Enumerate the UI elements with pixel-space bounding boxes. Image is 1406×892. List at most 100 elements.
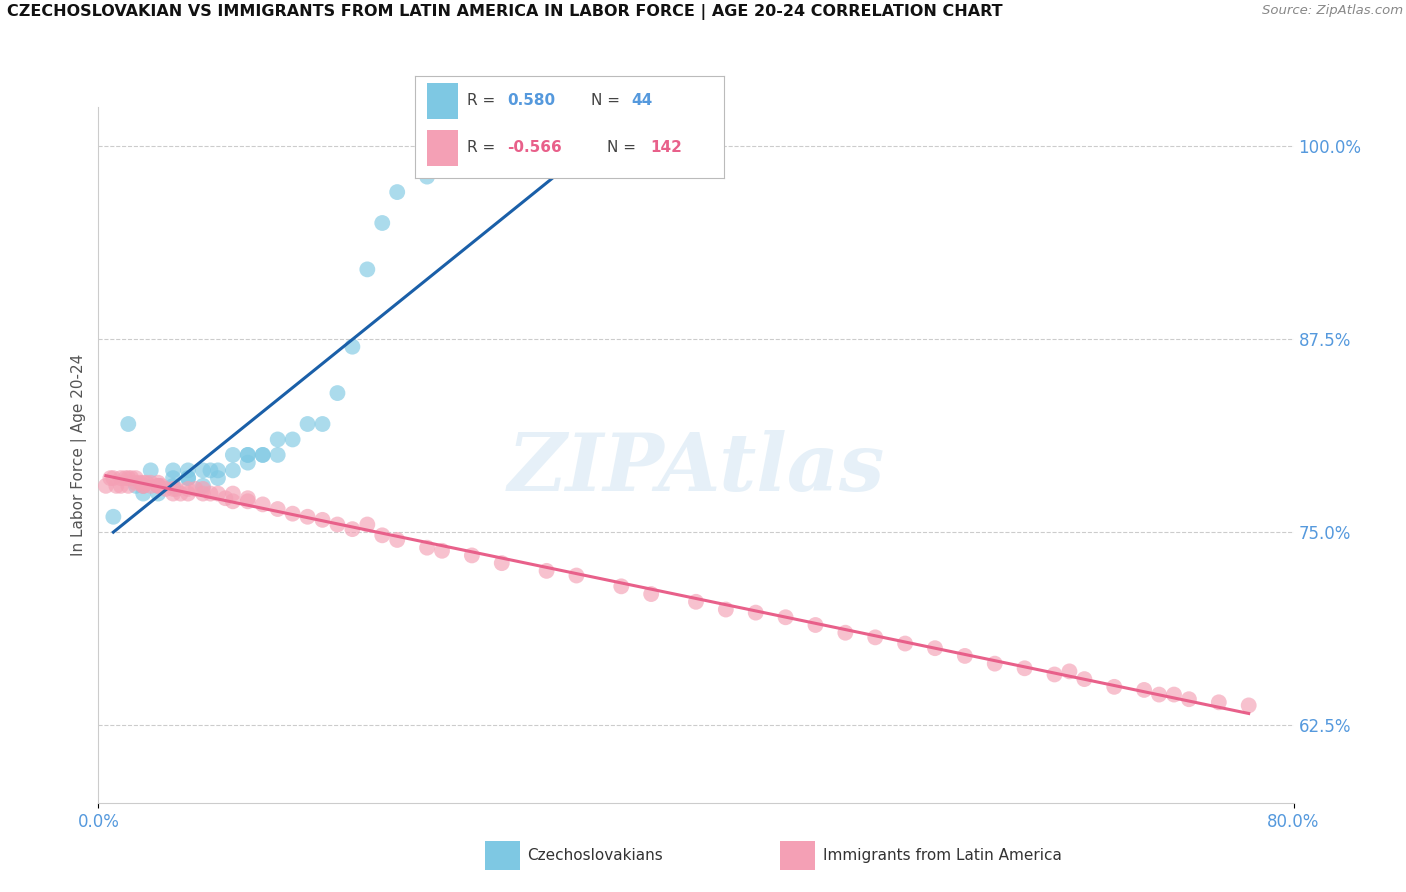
Point bbox=[103, 471, 125, 485]
Point bbox=[581, 154, 603, 169]
Point bbox=[267, 502, 290, 516]
Point bbox=[1043, 667, 1066, 681]
Point bbox=[162, 471, 184, 485]
Point bbox=[236, 491, 259, 506]
Point bbox=[148, 475, 170, 490]
Bar bbox=[427, 130, 458, 166]
Point bbox=[148, 479, 170, 493]
Point bbox=[132, 479, 155, 493]
Point bbox=[565, 568, 588, 582]
Point bbox=[356, 262, 378, 277]
Point bbox=[714, 602, 737, 616]
Point bbox=[894, 636, 917, 650]
Point bbox=[385, 185, 409, 199]
Text: 142: 142 bbox=[650, 140, 682, 155]
Point bbox=[200, 463, 222, 477]
Point bbox=[207, 463, 229, 477]
Point bbox=[385, 533, 409, 547]
Bar bbox=[427, 83, 458, 119]
Point bbox=[416, 169, 439, 184]
Point bbox=[924, 641, 946, 656]
Point bbox=[416, 541, 439, 555]
Point bbox=[297, 509, 319, 524]
Point bbox=[162, 486, 184, 500]
Point bbox=[342, 522, 364, 536]
Point bbox=[536, 564, 558, 578]
Point bbox=[1237, 698, 1260, 713]
Point bbox=[252, 448, 274, 462]
Point bbox=[114, 471, 136, 485]
Point bbox=[685, 154, 707, 169]
Point bbox=[139, 475, 162, 490]
Point bbox=[281, 507, 304, 521]
Point bbox=[326, 386, 349, 401]
Point bbox=[1208, 695, 1230, 709]
Point bbox=[184, 482, 207, 496]
Point bbox=[1163, 688, 1185, 702]
Point bbox=[1133, 682, 1156, 697]
Point bbox=[267, 448, 290, 462]
Point bbox=[281, 433, 304, 447]
Point bbox=[640, 587, 662, 601]
Point bbox=[1104, 680, 1126, 694]
Point bbox=[371, 216, 394, 230]
Point bbox=[162, 463, 184, 477]
Point bbox=[120, 471, 142, 485]
Text: N =: N = bbox=[591, 93, 624, 108]
Point bbox=[1059, 665, 1081, 679]
Point bbox=[236, 456, 259, 470]
Point bbox=[222, 463, 245, 477]
Point bbox=[100, 471, 122, 485]
Point bbox=[94, 479, 117, 493]
Point bbox=[491, 556, 513, 570]
Point bbox=[506, 154, 529, 169]
Point bbox=[132, 479, 155, 493]
Point bbox=[125, 471, 148, 485]
Point bbox=[135, 475, 157, 490]
Point bbox=[252, 448, 274, 462]
Point bbox=[200, 486, 222, 500]
Text: Immigrants from Latin America: Immigrants from Latin America bbox=[823, 848, 1062, 863]
Point bbox=[125, 475, 148, 490]
Point bbox=[297, 417, 319, 431]
Point bbox=[252, 497, 274, 511]
Point bbox=[177, 482, 200, 496]
Point bbox=[148, 479, 170, 493]
Point bbox=[446, 161, 468, 176]
Point bbox=[132, 475, 155, 490]
Point bbox=[775, 610, 797, 624]
Point bbox=[125, 479, 148, 493]
Text: Czechoslovakians: Czechoslovakians bbox=[527, 848, 664, 863]
Point bbox=[267, 433, 290, 447]
Point bbox=[191, 486, 214, 500]
Point bbox=[191, 479, 214, 493]
Point bbox=[191, 463, 214, 477]
Point bbox=[103, 509, 125, 524]
Point bbox=[311, 417, 333, 431]
Point bbox=[342, 340, 364, 354]
Point bbox=[162, 482, 184, 496]
Point bbox=[129, 475, 152, 490]
Point bbox=[236, 448, 259, 462]
Point bbox=[371, 528, 394, 542]
Point bbox=[191, 482, 214, 496]
Point bbox=[475, 154, 498, 169]
Text: R =: R = bbox=[467, 140, 501, 155]
Point bbox=[356, 517, 378, 532]
Point bbox=[1014, 661, 1036, 675]
Point bbox=[1073, 672, 1095, 686]
Point bbox=[430, 543, 453, 558]
Point bbox=[222, 486, 245, 500]
Point bbox=[155, 482, 177, 496]
Point bbox=[461, 549, 484, 563]
Point bbox=[169, 486, 191, 500]
Point bbox=[117, 479, 139, 493]
Point bbox=[148, 486, 170, 500]
Point bbox=[865, 631, 887, 645]
Point bbox=[804, 618, 827, 632]
Text: -0.566: -0.566 bbox=[508, 140, 562, 155]
Text: N =: N = bbox=[606, 140, 640, 155]
Point bbox=[326, 517, 349, 532]
Point bbox=[626, 154, 648, 169]
Point bbox=[984, 657, 1007, 671]
